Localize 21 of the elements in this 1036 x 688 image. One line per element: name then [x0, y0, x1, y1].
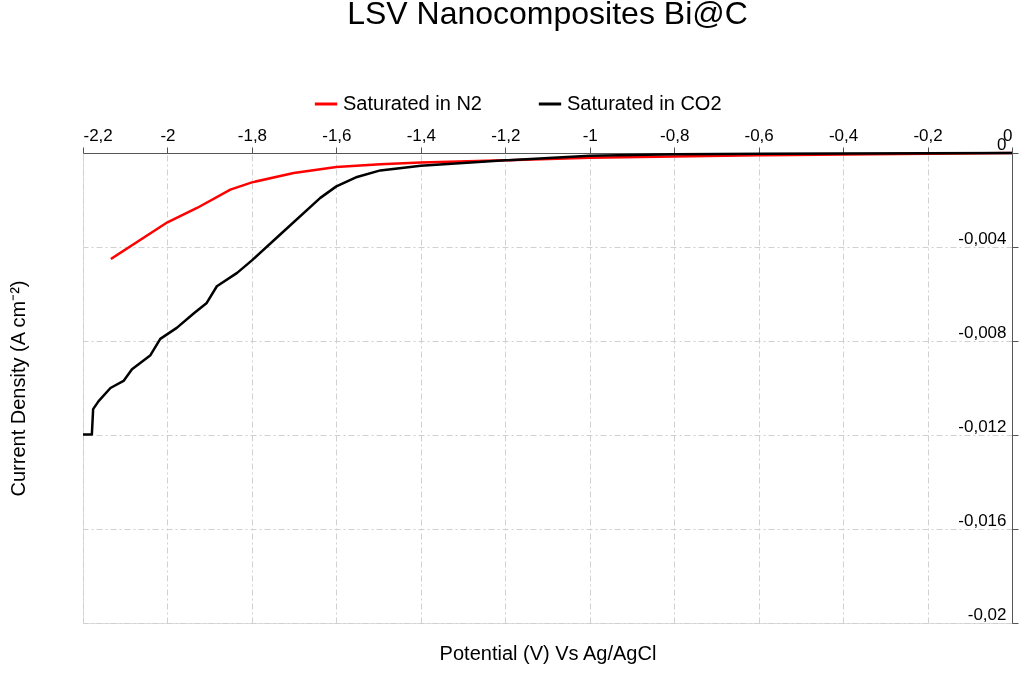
chart-title: LSV Nanocomposites Bi@C: [347, 0, 748, 31]
x-tick-label: -0,8: [660, 125, 690, 145]
x-tick-label: -1,2: [491, 125, 521, 145]
x-tick-label: -2,2: [83, 125, 113, 145]
x-tick-label: -1,4: [406, 125, 436, 145]
y-axis-title: Current Density (A cm⁻²): [6, 280, 29, 497]
y-tick-label: -0,004: [958, 228, 1007, 248]
y-tick-label: -0,012: [958, 416, 1007, 436]
x-tick-label: -0,6: [744, 125, 774, 145]
x-axis-title: Potential (V) Vs Ag/AgCl: [439, 641, 657, 664]
legend-label: Saturated in N2: [343, 92, 482, 114]
y-tick-label: -0,008: [958, 322, 1007, 342]
x-tick-label: -1: [582, 125, 598, 145]
y-tick-label: -0,02: [967, 604, 1007, 624]
x-tick-label: -0,2: [913, 125, 943, 145]
y-tick-label: -0,016: [958, 510, 1007, 530]
x-tick-label: -1,8: [237, 125, 268, 145]
legend-label: Saturated in CO2: [567, 92, 722, 114]
x-tick-label: -2: [160, 125, 176, 145]
x-tick-label: -1,6: [322, 125, 352, 145]
x-tick-label: -0,4: [828, 125, 859, 145]
